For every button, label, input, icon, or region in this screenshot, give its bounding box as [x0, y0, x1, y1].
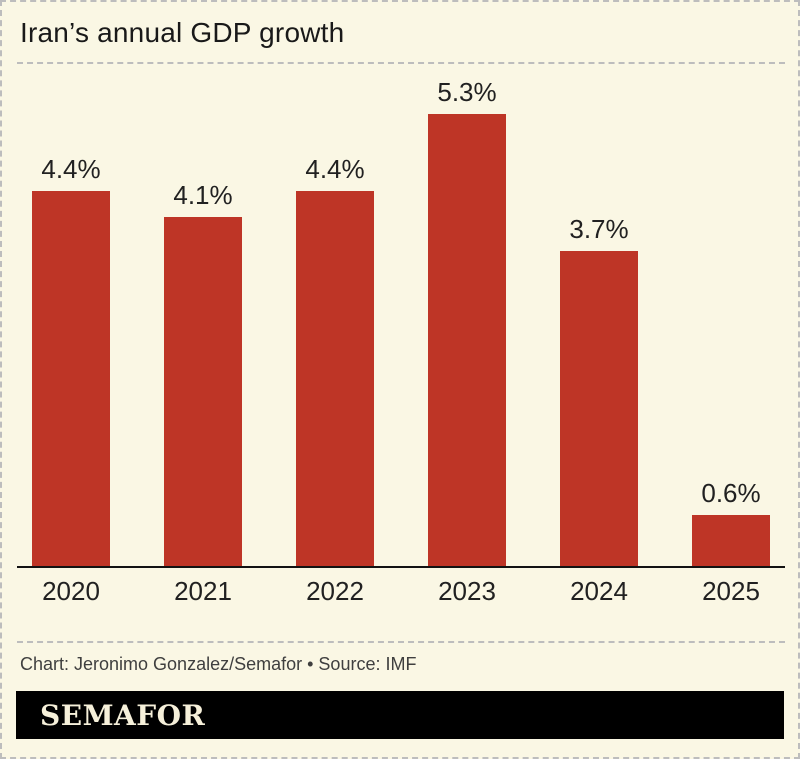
- chart-credit: Chart: Jeronimo Gonzalez/Semafor • Sourc…: [20, 654, 417, 674]
- x-axis-line: [17, 566, 785, 568]
- x-tick-label-2023: 2023: [438, 576, 496, 606]
- title-separator: [17, 62, 785, 64]
- value-label-2022: 4.4%: [305, 154, 365, 184]
- x-tick-label-2021: 2021: [174, 576, 232, 606]
- bar-2023: [428, 114, 506, 566]
- footer-separator: [17, 641, 785, 643]
- value-label-2021: 4.1%: [173, 180, 233, 210]
- x-tick-label-2020: 2020: [42, 576, 100, 606]
- chart-title: Iran’s annual GDP growth: [20, 17, 345, 48]
- chart-header: Iran’s annual GDP growth: [2, 2, 798, 62]
- bar-2025: [692, 515, 770, 566]
- value-label-2025: 0.6%: [701, 478, 761, 508]
- bar-2021: [164, 217, 242, 566]
- value-label-2024: 3.7%: [569, 214, 629, 244]
- brand-bar: SEMAFOR: [16, 691, 784, 739]
- value-label-2023: 5.3%: [437, 77, 497, 107]
- x-tick-label-2022: 2022: [306, 576, 364, 606]
- bar-2024: [560, 251, 638, 566]
- bar-chart: 4.4% 2020 4.1% 2021 4.4% 2022 5.3% 2023 3.7% 2024…: [17, 64, 785, 604]
- semafor-logo: SEMAFOR: [40, 698, 206, 732]
- bar-2020: [32, 191, 110, 566]
- bar-2022: [296, 191, 374, 566]
- x-tick-label-2024: 2024: [570, 576, 628, 606]
- value-label-2020: 4.4%: [41, 154, 101, 184]
- x-tick-label-2025: 2025: [702, 576, 760, 606]
